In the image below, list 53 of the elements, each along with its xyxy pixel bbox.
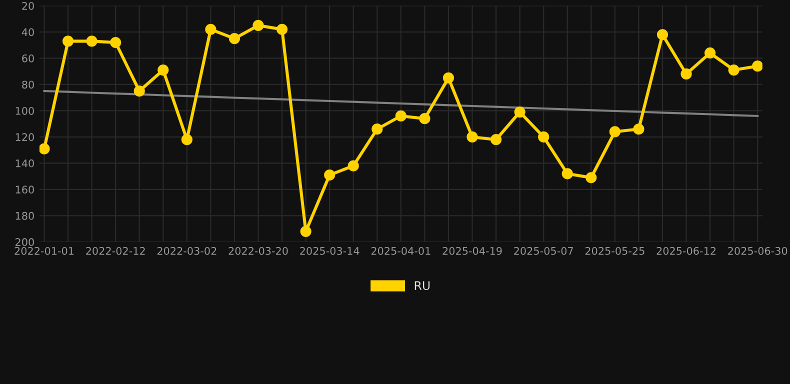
y-tick-label: 180 — [16, 212, 34, 220]
point — [562, 168, 573, 180]
point — [62, 36, 74, 47]
point — [134, 85, 145, 97]
legend-label: RU — [414, 281, 430, 290]
x-tick-label: 2025-06-12 — [656, 246, 716, 255]
x-tick-label: 2022-02-12 — [86, 246, 145, 255]
point — [372, 124, 383, 135]
point — [158, 64, 169, 76]
point — [86, 36, 98, 47]
point — [324, 169, 336, 181]
point — [680, 68, 692, 80]
point — [205, 24, 216, 35]
point — [538, 131, 550, 143]
y-tick-label: 160 — [16, 186, 34, 194]
x-tick-label: 2025-05-07 — [514, 246, 573, 255]
point — [40, 143, 50, 154]
x-tick-label: 2025-04-19 — [442, 246, 502, 255]
point — [656, 29, 668, 40]
point — [110, 36, 122, 48]
point — [395, 110, 406, 122]
point — [252, 20, 264, 31]
x-tick-label: 2025-04-01 — [371, 246, 430, 255]
point — [704, 47, 716, 59]
y-tick-label: 40 — [22, 28, 34, 36]
x-tick-label: 2022-03-02 — [157, 246, 216, 255]
y-tick-label: 200 — [16, 238, 34, 246]
y-tick-label: 120 — [16, 133, 34, 142]
point — [490, 134, 502, 146]
point — [728, 64, 740, 76]
x-tick-label: 2025-03-14 — [300, 246, 360, 255]
point — [466, 131, 478, 143]
point — [419, 113, 430, 124]
y-tick-label: 60 — [22, 54, 34, 62]
point — [752, 60, 762, 72]
point — [300, 226, 312, 237]
point — [633, 124, 644, 135]
x-tick-label: 2022-01-01 — [14, 246, 74, 255]
point — [586, 172, 597, 184]
point — [514, 106, 526, 118]
y-tick-label: 20 — [22, 2, 34, 10]
x-tick-label: 2025-06-30 — [728, 246, 788, 255]
y-tick-label: 140 — [16, 159, 34, 168]
point — [276, 24, 288, 35]
point — [609, 126, 620, 138]
point — [442, 72, 454, 84]
y-tick-label: 100 — [16, 106, 34, 115]
x-tick-label: 2022-03-20 — [228, 246, 288, 255]
point — [228, 33, 240, 44]
x-tick-label: 2025-05-25 — [585, 246, 644, 255]
point — [181, 134, 192, 146]
y-tick-label: 80 — [22, 80, 34, 89]
point — [348, 160, 359, 172]
